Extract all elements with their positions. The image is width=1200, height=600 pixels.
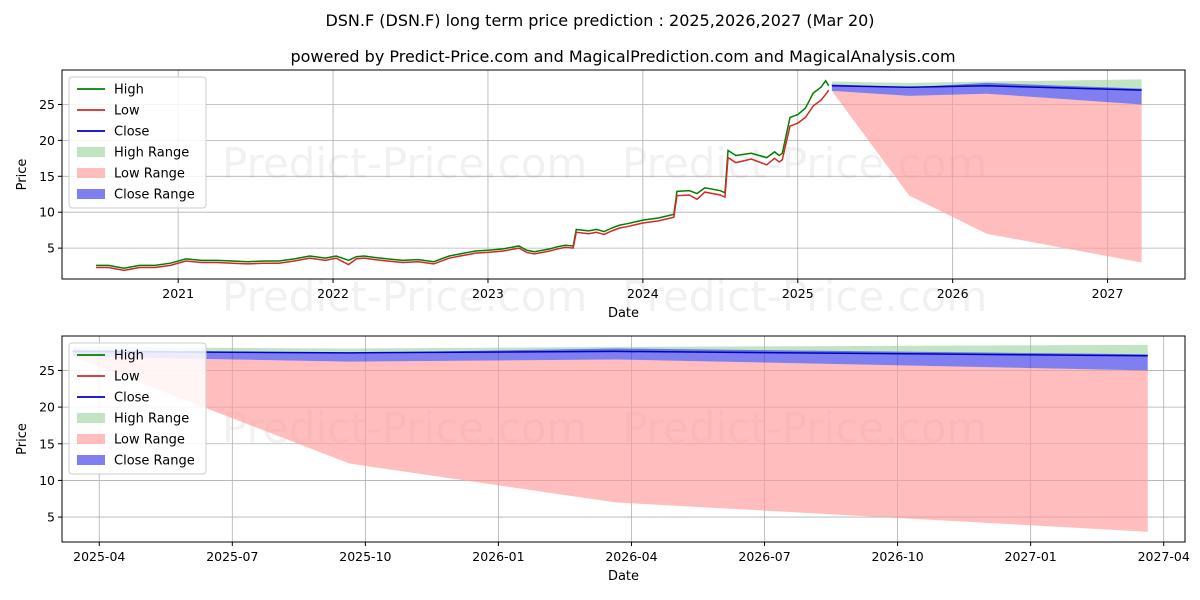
bottom-y-tick-label: 5 — [47, 510, 55, 525]
bottom-legend-label: Close Range — [114, 454, 195, 469]
bottom-legend-label: Low Range — [114, 433, 185, 448]
top-x-tick-label: 2022 — [317, 286, 349, 301]
bottom-x-tick-label: 2026-10 — [871, 549, 923, 564]
bottom-close-line — [72, 350, 1148, 357]
chart-subtitle: powered by Predict-Price.com and Magical… — [290, 47, 955, 66]
bottom-y-axis-label: Price — [15, 423, 30, 455]
top-x-tick-label: 2024 — [627, 286, 659, 301]
chart-title: DSN.F (DSN.F) long term price prediction… — [325, 11, 874, 30]
bottom-x-tick-label: 2027-04 — [1138, 549, 1190, 564]
bottom-legend-swatch — [77, 413, 105, 423]
top-low-range-area — [831, 90, 1142, 263]
top-y-tick-label: 15 — [39, 169, 55, 184]
top-x-tick-label: 2027 — [1092, 286, 1124, 301]
top-y-tick-label: 10 — [39, 205, 55, 220]
top-x-tick-label: 2021 — [162, 286, 194, 301]
bottom-x-tick-label: 2026-04 — [605, 549, 657, 564]
bottom-y-tick-label: 10 — [39, 473, 55, 488]
high-price-line — [96, 79, 830, 269]
top-chart-panel: Predict-Price.com Predict-Price.com Predic… — [15, 69, 1186, 321]
top-legend-swatch — [77, 189, 105, 199]
top-watermark: Predict-Price.com — [222, 272, 587, 321]
top-y-tick-label: 5 — [47, 241, 55, 256]
top-legend-label: Low Range — [114, 167, 185, 182]
bottom-y-tick-label: 15 — [39, 436, 55, 451]
bottom-legend-label: High Range — [114, 412, 189, 427]
top-x-tick-label: 2026 — [937, 286, 969, 301]
top-axes-frame — [61, 69, 1186, 280]
bottom-x-tick-label: 2025-07 — [206, 549, 258, 564]
bottom-legend-swatch — [77, 434, 105, 444]
bottom-x-tick-label: 2025-10 — [339, 549, 391, 564]
top-legend-label: Close Range — [114, 188, 195, 203]
bottom-axes-frame — [61, 335, 1186, 543]
bottom-legend-label: Close — [114, 391, 149, 406]
top-legend-label: High Range — [114, 146, 189, 161]
bottom-legend-label: Low — [114, 370, 140, 385]
bottom-y-tick-label: 25 — [39, 363, 55, 378]
bottom-legend-swatch — [77, 455, 105, 465]
bottom-legend: High Low Close High Range Low Range Close Ran… — [68, 342, 207, 475]
bottom-x-tick-label: 2026-07 — [738, 549, 790, 564]
low-price-line — [96, 89, 830, 272]
top-legend-label: High — [114, 83, 144, 98]
bottom-y-tick-label: 20 — [39, 400, 55, 415]
top-y-tick-label: 25 — [39, 97, 55, 112]
top-legend: High Low Close High Range Low Range Close Ran… — [68, 76, 207, 209]
top-x-tick-label: 2025 — [782, 286, 814, 301]
top-legend-swatch — [77, 147, 105, 157]
top-legend-swatch — [77, 168, 105, 178]
top-y-axis-label: Price — [15, 159, 30, 191]
bottom-x-tick-label: 2025-04 — [73, 549, 125, 564]
top-watermark: Predict-Price.com — [222, 139, 587, 188]
top-x-tick-label: 2023 — [472, 286, 504, 301]
bottom-x-tick-label: 2026-01 — [472, 549, 524, 564]
top-legend-label: Low — [114, 104, 140, 119]
top-close-line — [831, 85, 1142, 91]
bottom-low-range-area — [72, 356, 1148, 532]
bottom-x-tick-label: 2027-01 — [1005, 549, 1057, 564]
top-watermark: Predict-Price.com — [622, 272, 987, 321]
top-x-axis-label: Date — [608, 306, 639, 321]
top-y-tick-label: 20 — [39, 133, 55, 148]
bottom-chart-panel: Predict-Price.comPredict-Price.com2025-0… — [15, 335, 1190, 584]
bottom-x-axis-label: Date — [608, 569, 639, 584]
top-legend-label: Close — [114, 125, 149, 140]
bottom-legend-label: High — [114, 349, 144, 364]
